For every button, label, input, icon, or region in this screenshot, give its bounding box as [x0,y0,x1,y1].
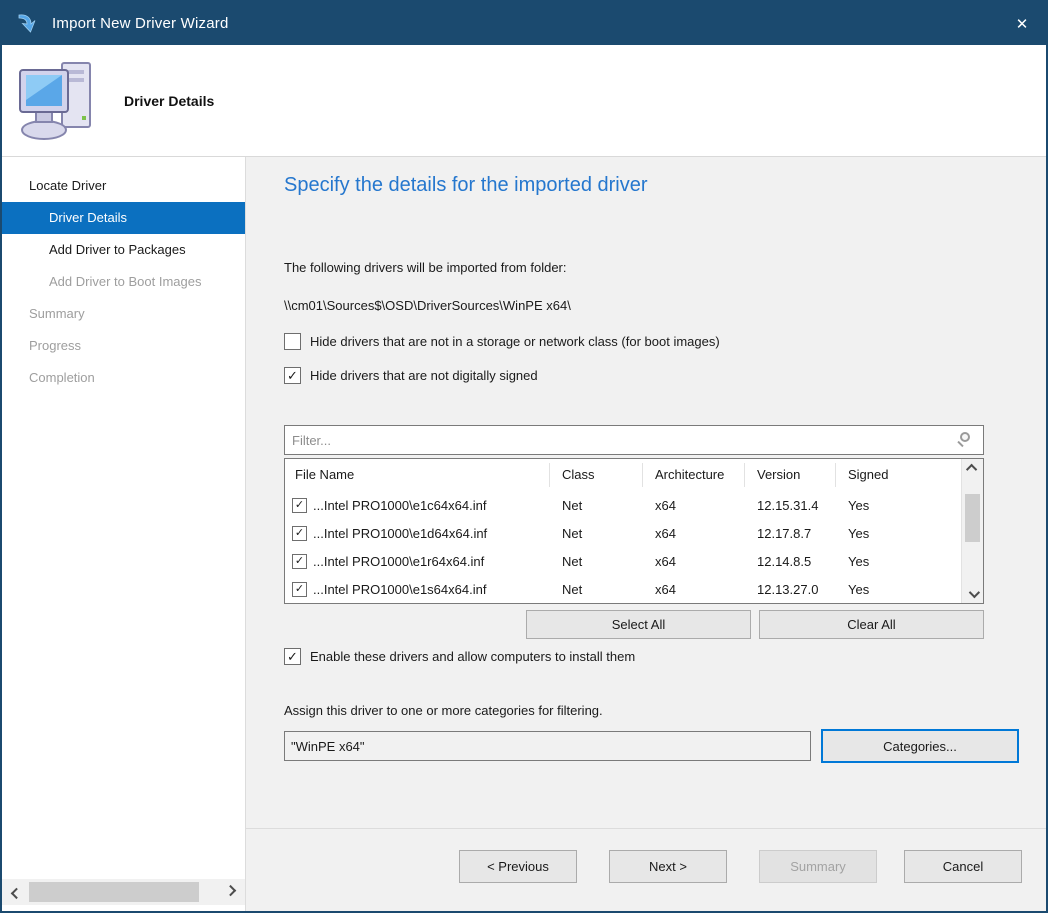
column-header-class[interactable]: Class [550,463,643,487]
sidebar-horizontal-scrollbar[interactable] [2,879,245,905]
content-heading: Specify the details for the imported dri… [284,174,648,196]
search-icon [955,430,975,450]
architecture-cell: x64 [655,581,676,597]
sidebar-item-completion[interactable]: Completion [29,370,95,385]
scrollbar-thumb[interactable] [965,494,980,542]
categories-button[interactable]: Categories... [821,729,1019,763]
filter-input[interactable] [285,432,955,448]
class-cell: Net [562,581,583,597]
signed-cell: Yes [848,497,870,513]
table-vertical-scrollbar[interactable] [961,459,983,603]
sidebar-item-locate-driver[interactable]: Locate Driver [29,178,107,193]
row-checkbox[interactable]: ✓ [292,553,307,569]
file-name-cell: ...Intel PRO1000\e1d64x64.inf [313,525,488,541]
summary-button[interactable]: Summary [759,850,877,883]
signed-cell: Yes [848,553,870,569]
column-header-file-name[interactable]: File Name [285,463,550,487]
close-button[interactable]: ✕ [998,2,1046,45]
scroll-down-icon[interactable] [962,585,983,603]
filter-box [284,425,984,455]
assign-category-label: Assign this driver to one or more catego… [284,703,603,718]
table-row[interactable]: ✓ ...Intel PRO1000\e1s64x64.inf Net x64 … [285,575,983,603]
sidebar-item-progress[interactable]: Progress [29,338,82,353]
footer-divider [246,828,1046,829]
previous-button[interactable]: < Previous [459,850,577,883]
close-icon: ✕ [1015,15,1029,33]
table-row[interactable]: ✓ ...Intel PRO1000\e1c64x64.inf Net x64 … [285,491,983,519]
computer-icon [19,61,91,140]
table-body: ✓ ...Intel PRO1000\e1c64x64.inf Net x64 … [285,491,983,603]
scroll-right-icon[interactable] [219,879,245,905]
hide-class-label: Hide drivers that are not in a storage o… [310,334,720,349]
select-all-button[interactable]: Select All [526,610,751,639]
column-header-signed[interactable]: Signed [848,467,889,482]
scroll-left-icon[interactable] [2,879,28,905]
next-button[interactable]: Next > [609,850,727,883]
page-title: Driver Details [124,92,215,109]
sidebar-item-summary[interactable]: Summary [29,306,85,321]
cancel-button[interactable]: Cancel [904,850,1022,883]
folder-intro-text: The following drivers will be imported f… [284,260,567,275]
version-cell: 12.17.8.7 [757,525,812,541]
version-cell: 12.13.27.0 [757,581,819,597]
wizard-header: Driver Details [2,45,1046,157]
architecture-cell: x64 [655,525,676,541]
file-name-cell: ...Intel PRO1000\e1c64x64.inf [313,497,487,513]
architecture-cell: x64 [655,553,676,569]
folder-path-text: \\cm01\Sources$\OSD\DriverSources\WinPE … [284,298,571,313]
class-cell: Net [562,497,583,513]
sidebar-item-add-driver-to-boot-images[interactable]: Add Driver to Boot Images [49,274,202,289]
row-checkbox[interactable]: ✓ [292,581,307,597]
clear-all-button[interactable]: Clear All [759,610,984,639]
class-cell: Net [562,553,583,569]
signed-cell: Yes [848,525,870,541]
hide-class-checkbox[interactable]: ✓ [284,333,301,350]
scroll-up-icon[interactable] [962,459,983,477]
table-row[interactable]: ✓ ...Intel PRO1000\e1r64x64.inf Net x64 … [285,547,983,575]
signed-cell: Yes [848,581,870,597]
version-cell: 12.14.8.5 [757,553,812,569]
hide-unsigned-label: Hide drivers that are not digitally sign… [310,368,538,383]
enable-drivers-label: Enable these drivers and allow computers… [310,649,636,664]
architecture-cell: x64 [655,497,676,513]
scrollbar-thumb[interactable] [29,882,199,902]
driver-table: File Name Class Architecture Version Sig… [284,458,984,604]
table-row[interactable]: ✓ ...Intel PRO1000\e1d64x64.inf Net x64 … [285,519,983,547]
wizard-content: Specify the details for the imported dri… [245,157,1046,911]
version-cell: 12.15.31.4 [757,497,819,513]
column-header-version[interactable]: Version [745,463,836,487]
file-name-cell: ...Intel PRO1000\e1r64x64.inf [313,553,485,569]
wizard-steps-sidebar: Locate Driver Driver Details Add Driver … [2,157,245,911]
category-input[interactable] [284,731,811,761]
sidebar-item-driver-details[interactable]: Driver Details [2,202,245,234]
class-cell: Net [562,525,583,541]
hide-unsigned-checkbox[interactable]: ✓ [284,367,301,384]
column-header-architecture[interactable]: Architecture [643,463,745,487]
window-title: Import New Driver Wizard [52,15,229,32]
title-bar: Import New Driver Wizard ✕ [2,2,1046,45]
enable-drivers-checkbox[interactable]: ✓ [284,648,301,665]
wizard-arrow-icon [18,13,36,33]
row-checkbox[interactable]: ✓ [292,497,307,513]
table-header-row: File Name Class Architecture Version Sig… [285,459,983,491]
file-name-cell: ...Intel PRO1000\e1s64x64.inf [313,581,487,597]
sidebar-item-add-driver-to-packages[interactable]: Add Driver to Packages [49,242,186,257]
row-checkbox[interactable]: ✓ [292,525,307,541]
